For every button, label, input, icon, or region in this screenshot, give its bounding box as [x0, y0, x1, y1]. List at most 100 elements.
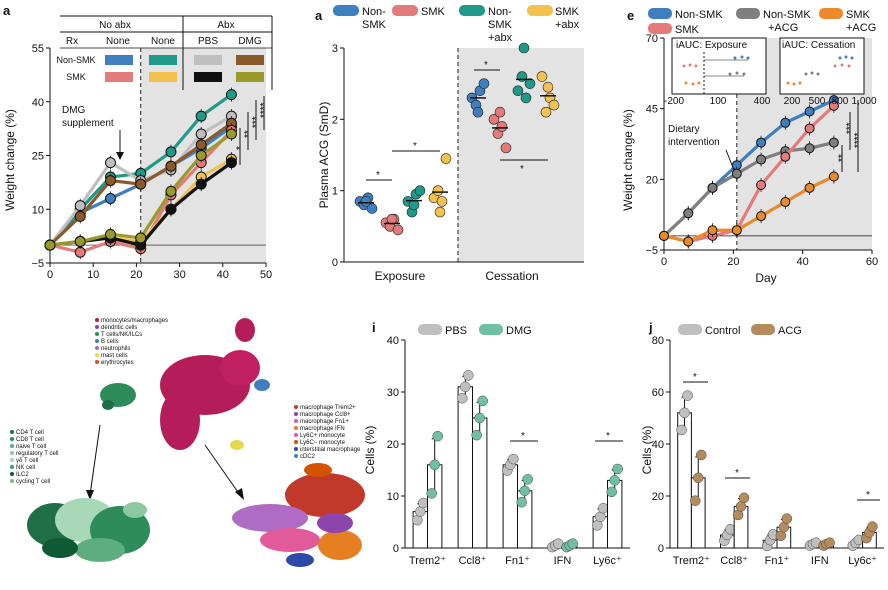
dietary-annotation-1: Dietary	[668, 124, 700, 135]
a-x-tick-label: 10	[87, 269, 99, 281]
panel-j-letter: j	[648, 320, 653, 335]
sig-e-3: ****	[853, 132, 864, 148]
b-point	[436, 196, 448, 207]
i-point	[609, 475, 620, 486]
j-y-tick-label: 60	[652, 387, 664, 399]
legend-i-swatch-2	[479, 324, 503, 335]
umap-main-clusters	[100, 318, 270, 450]
dietary-annotation-2: intervention	[668, 137, 720, 148]
a-point	[165, 203, 177, 215]
legend-j-swatch-1	[678, 324, 702, 335]
panel-e-inset-1: iAUC: Exposure -200 100 400	[664, 37, 771, 107]
a-point	[165, 160, 177, 172]
legend-b-label-4b: +abx	[555, 19, 580, 31]
legend-i-label-1: PBS	[445, 325, 467, 337]
i-point	[426, 488, 437, 499]
a-point	[44, 239, 56, 251]
umap-m-legend-8: cDC2	[300, 454, 316, 460]
panel-a-plot: 0 10 20 30 40 50 −5 10 25 40 55	[31, 43, 272, 281]
legend-j-label-1: Control	[705, 325, 740, 337]
i-point	[432, 430, 443, 442]
i-y-tick-label: 0	[393, 543, 399, 555]
i-point	[522, 474, 533, 485]
legend-b-label-1: Non-	[362, 6, 386, 18]
inset2-tick-4: 1,000	[851, 96, 876, 107]
panel-b-cat-cessation: Cessation	[485, 269, 538, 283]
panel-b-significance: * * * *	[366, 60, 548, 181]
b-point	[540, 106, 552, 118]
legend-e-label-2b: +ACG	[768, 22, 798, 34]
e-x-tick-label: 20	[727, 256, 739, 268]
e-y-tick-label: −5	[645, 245, 658, 257]
j-point	[676, 424, 687, 436]
e-point	[804, 106, 815, 117]
umap-m-legend-5: Ly6C+ monocyte	[300, 433, 346, 439]
panel-a-letter: a	[3, 3, 11, 18]
a-x-tick-label: 30	[173, 269, 185, 281]
umap-legend-3: T cells/NK/ILCs	[101, 332, 142, 338]
panel-b-letter: a	[315, 8, 323, 23]
legend-j-swatch-2	[751, 324, 775, 335]
e-point	[804, 182, 815, 193]
legend-e-label-2a: Non-SMK	[763, 9, 811, 21]
i-category-label: Trem2⁺	[409, 555, 446, 567]
a-point	[104, 193, 116, 204]
i-category-label: IFN	[554, 555, 572, 567]
e-point	[804, 143, 815, 154]
i-point	[471, 429, 482, 441]
dietary-arrow	[725, 149, 735, 171]
umap-main-legend: monocytes/macrophages dendritic cells T …	[95, 318, 168, 366]
b-point	[494, 106, 506, 118]
e-point	[683, 208, 694, 219]
a-point	[104, 157, 116, 169]
sig-e-1: **	[837, 154, 848, 162]
a-y-tick-label: 10	[32, 204, 44, 216]
j-category-label: Trem2⁺	[673, 555, 710, 567]
e-point	[756, 179, 767, 190]
j-category-label: IFN	[811, 555, 829, 567]
b-point	[500, 142, 512, 154]
j-category-label: Fn1⁺	[765, 555, 790, 567]
sig-a-3: ***	[251, 116, 262, 128]
umap-t-legend-3: naive T cell	[16, 444, 46, 450]
e-point	[731, 168, 742, 179]
panel-i: i PBS DMG 0 10 20 30 40 Trem2⁺ Ccl8⁺ Fn1⁺ IFN Ly6…	[363, 320, 630, 567]
umap-m-clusters	[232, 463, 365, 567]
a-point	[195, 178, 207, 190]
e-point	[780, 196, 791, 207]
i-point	[429, 459, 440, 471]
j-point	[867, 521, 878, 532]
panel-e: e Non-SMK Non-SMK +ACG SMK +ACG SMK 0 20 4…	[621, 8, 878, 285]
inset1-tick-1: -200	[664, 96, 684, 107]
a-point	[225, 89, 237, 101]
legend-e-label-3b: +ACG	[846, 22, 876, 34]
panel-i-significance: * *	[510, 431, 623, 442]
b-point	[520, 92, 532, 104]
inset1-tick-3: 400	[754, 96, 771, 107]
a-point	[74, 210, 86, 222]
umap-legend-6: mast cells	[101, 353, 128, 359]
legend-b-label-3c: +abx	[488, 32, 513, 44]
e-point	[828, 100, 839, 111]
legend-e-swatch-4	[648, 23, 672, 34]
b-point	[392, 224, 404, 236]
i-point	[477, 395, 488, 407]
panel-j-legend: Control ACG	[678, 324, 802, 337]
panel-a-ylabel: Weight change (%)	[3, 109, 17, 211]
panel-b-cat-exposure: Exposure	[375, 269, 426, 283]
umap-legend-4: B cells	[101, 339, 119, 345]
j-y-tick-label: 80	[652, 335, 664, 347]
a-point	[74, 246, 86, 258]
panel-e-letter: e	[627, 8, 634, 23]
legend-e-label-4: SMK	[675, 24, 700, 36]
inset1-title: iAUC: Exposure	[676, 40, 748, 51]
dmg-arrowhead	[116, 152, 124, 160]
i-bar	[502, 464, 519, 549]
panel-j-plot: 0 20 40 60 80 Trem2⁺ Ccl8⁺ Fn1⁺ IFN Ly6c⁺	[652, 335, 884, 567]
e-point	[756, 154, 767, 165]
j-point	[682, 390, 693, 401]
sig-j-2: *	[735, 468, 739, 479]
panel-e-inset-2: iAUC: Cessation 200 500 800 1,000	[779, 37, 877, 107]
i-point	[567, 538, 578, 549]
e-point	[828, 137, 839, 148]
